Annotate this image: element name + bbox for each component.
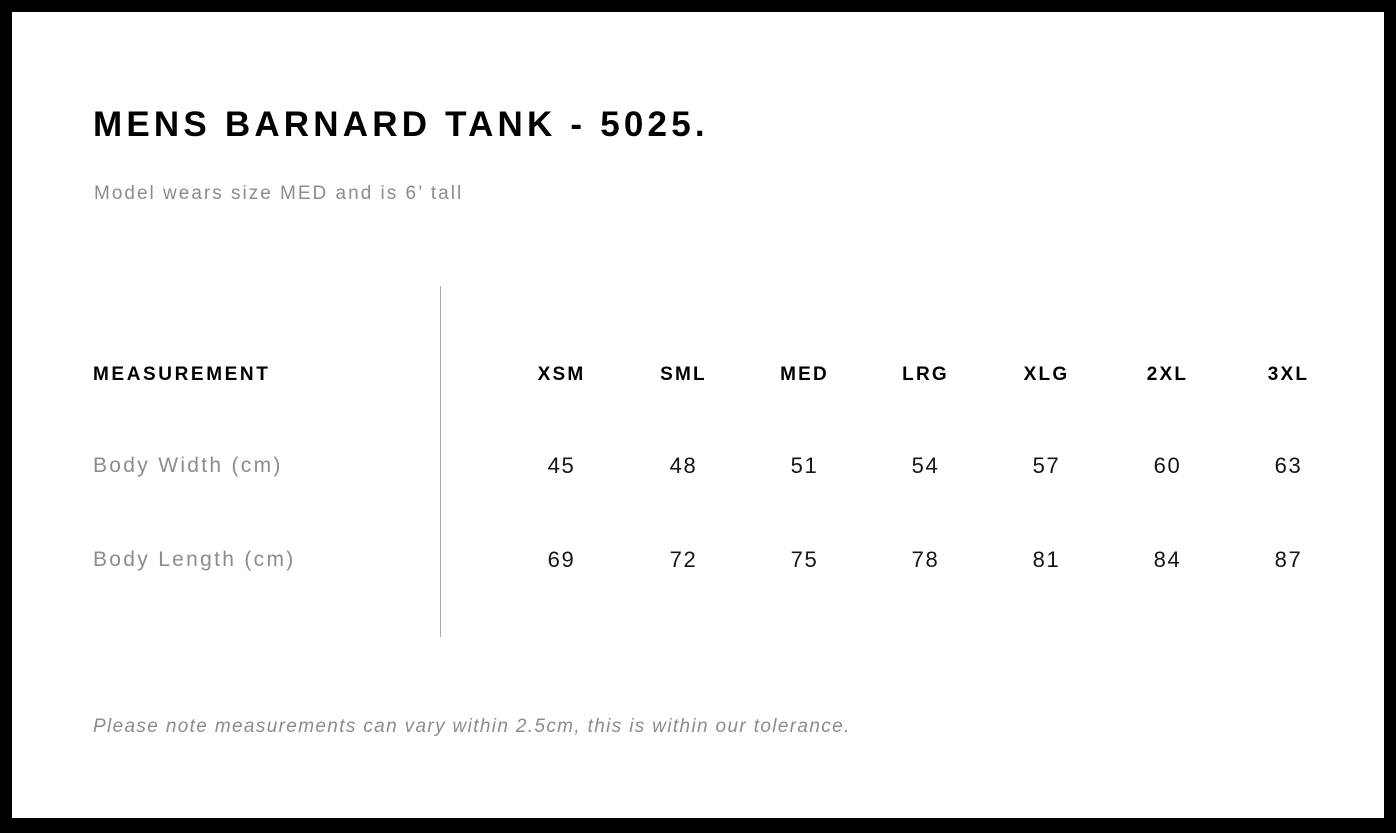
cell-body-length-2xl: 84 xyxy=(1153,547,1182,572)
row-label-body-width: Body Width (cm) xyxy=(93,454,283,477)
row-label-body-length: Body Length (cm) xyxy=(93,548,296,571)
model-fit-note: Model wears size MED and is 6’ tall xyxy=(94,183,464,204)
column-header-xlg: XLG xyxy=(1023,364,1070,385)
column-header-lrg: LRG xyxy=(902,364,949,385)
cell-body-length-sml: 72 xyxy=(669,547,698,572)
cell-body-width-med: 51 xyxy=(790,453,819,478)
cell-body-length-xsm: 69 xyxy=(547,547,576,572)
table-vertical-divider xyxy=(440,286,441,637)
column-header-3xl: 3XL xyxy=(1267,364,1310,385)
column-header-2xl: 2XL xyxy=(1146,364,1189,385)
table-row: Body Length (cm) 69 72 75 78 81 84 87 xyxy=(12,540,1384,580)
column-header-med: MED xyxy=(780,364,829,385)
size-chart-card: MENS BARNARD TANK - 5025. Model wears si… xyxy=(12,12,1384,818)
cell-body-width-3xl: 63 xyxy=(1274,453,1303,478)
cell-body-width-xlg: 57 xyxy=(1032,453,1061,478)
tolerance-footnote: Please note measurements can vary within… xyxy=(93,716,851,737)
cell-body-length-lrg: 78 xyxy=(911,547,940,572)
cell-body-width-2xl: 60 xyxy=(1153,453,1182,478)
table-header-row: MEASUREMENT XSM SML MED LRG XLG 2XL 3XL xyxy=(12,355,1384,395)
page-title: MENS BARNARD TANK - 5025. xyxy=(93,105,709,144)
column-header-xsm: XSM xyxy=(537,364,586,385)
cell-body-length-3xl: 87 xyxy=(1274,547,1303,572)
cell-body-length-xlg: 81 xyxy=(1032,547,1061,572)
cell-body-width-sml: 48 xyxy=(669,453,698,478)
cell-body-width-xsm: 45 xyxy=(547,453,576,478)
column-header-measurement: MEASUREMENT xyxy=(93,364,271,385)
table-row: Body Width (cm) 45 48 51 54 57 60 63 xyxy=(12,446,1384,486)
size-chart-table: MEASUREMENT XSM SML MED LRG XLG 2XL 3XL … xyxy=(12,12,1384,818)
column-header-sml: SML xyxy=(660,364,707,385)
cell-body-width-lrg: 54 xyxy=(911,453,940,478)
cell-body-length-med: 75 xyxy=(790,547,819,572)
